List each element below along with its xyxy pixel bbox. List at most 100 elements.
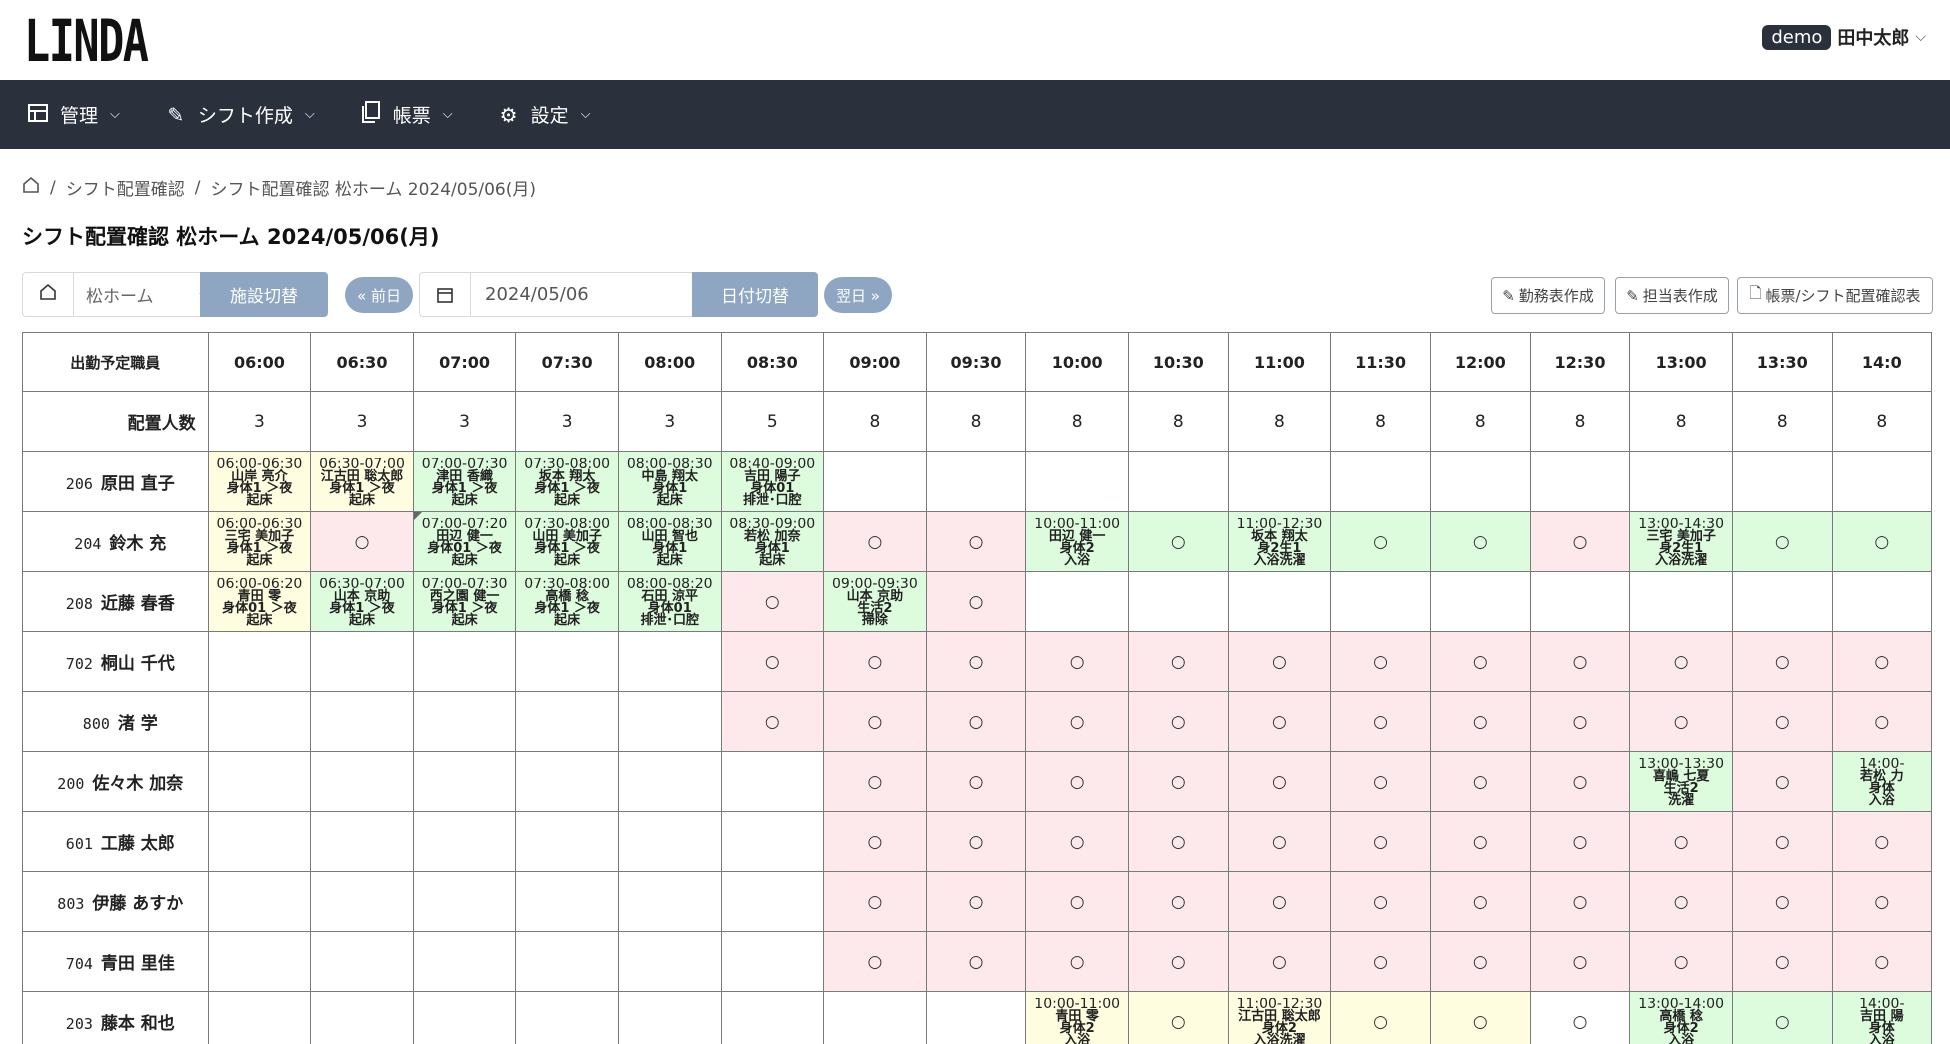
shift-assignment-cell[interactable]: 13:00-14:00 高橋 稔身体2 入浴: [1629, 991, 1733, 1044]
resident-name-cell[interactable]: 200 佐々木 加奈: [22, 751, 209, 812]
empty-slot-cell[interactable]: [617, 751, 722, 812]
open-slot-cell[interactable]: ○: [1529, 691, 1631, 752]
empty-slot-cell[interactable]: [1831, 571, 1932, 632]
open-slot-cell[interactable]: ○: [1429, 991, 1531, 1044]
empty-slot-cell[interactable]: [207, 991, 312, 1044]
empty-slot-cell[interactable]: [310, 931, 414, 992]
open-slot-cell[interactable]: ○: [1127, 931, 1229, 992]
resident-name-cell[interactable]: 601 工藤 太郎: [22, 811, 209, 872]
empty-slot-cell[interactable]: [207, 691, 312, 752]
open-slot-cell[interactable]: ○: [1831, 931, 1932, 992]
open-slot-cell[interactable]: ○: [1025, 691, 1129, 752]
empty-slot-cell[interactable]: [1025, 451, 1129, 512]
empty-slot-cell[interactable]: [515, 751, 619, 812]
shift-assignment-cell[interactable]: 06:00-06:30 山岸 亮介 身体1 ＞夜 起床: [207, 451, 312, 512]
empty-slot-cell[interactable]: [207, 931, 312, 992]
empty-slot-cell[interactable]: [1025, 571, 1129, 632]
open-slot-cell[interactable]: ○: [1731, 811, 1833, 872]
empty-slot-cell[interactable]: [1429, 571, 1531, 632]
resident-name-cell[interactable]: 803 伊藤 あすか: [22, 871, 209, 932]
empty-slot-cell[interactable]: [515, 931, 619, 992]
empty-slot-cell[interactable]: [207, 631, 312, 692]
open-slot-cell[interactable]: ○: [1429, 511, 1531, 572]
assign-table-button[interactable]: ✎ 担当表作成: [1615, 277, 1729, 314]
open-slot-cell[interactable]: ○: [1831, 871, 1932, 932]
empty-slot-cell[interactable]: [310, 991, 414, 1044]
shift-grid-container[interactable]: 出勤予定職員 06:00 06:30 07:00 07:30 08:00 08:30 09:0…: [22, 332, 1932, 1044]
empty-slot-cell[interactable]: [515, 691, 619, 752]
nav-settings[interactable]: ⚙ 設定 ⌵: [497, 101, 591, 128]
empty-slot-cell[interactable]: [1629, 571, 1733, 632]
shift-assignment-cell[interactable]: 06:30-07:00 江古田 聡太郎 身体1 ＞夜 起床: [310, 451, 414, 512]
empty-slot-cell[interactable]: [617, 931, 722, 992]
open-slot-cell[interactable]: ○: [925, 511, 1027, 572]
empty-slot-cell[interactable]: [1127, 451, 1229, 512]
shift-assignment-cell[interactable]: 08:40-09:00 吉田 陽子 身体01 排泄･口腔: [720, 451, 825, 512]
open-slot-cell[interactable]: ○: [823, 751, 927, 812]
empty-slot-cell[interactable]: [1529, 451, 1631, 512]
resident-name-cell[interactable]: 203 藤本 和也: [22, 991, 209, 1044]
resident-name-cell[interactable]: 704 青田 里佳: [22, 931, 209, 992]
empty-slot-cell[interactable]: [310, 871, 414, 932]
empty-slot-cell[interactable]: [1831, 451, 1932, 512]
shift-assignment-cell[interactable]: 07:30-08:00 高橋 稔身体1 ＞夜 起床: [515, 571, 619, 632]
open-slot-cell[interactable]: ○: [1127, 871, 1229, 932]
duty-table-button[interactable]: ✎ 勤務表作成: [1491, 277, 1605, 314]
open-slot-cell[interactable]: ○: [925, 871, 1027, 932]
open-slot-cell[interactable]: ○: [1127, 751, 1229, 812]
open-slot-cell[interactable]: ○: [1529, 991, 1631, 1044]
empty-slot-cell[interactable]: [925, 991, 1027, 1044]
open-slot-cell[interactable]: ○: [1025, 931, 1129, 992]
resident-name-cell[interactable]: 800 渚 学: [22, 691, 209, 752]
empty-slot-cell[interactable]: [823, 451, 927, 512]
shift-assignment-cell[interactable]: 08:00-08:30 山田 智也 身体1 起床: [617, 511, 722, 572]
open-slot-cell[interactable]: ○: [1127, 811, 1229, 872]
open-slot-cell[interactable]: ○: [1731, 991, 1833, 1044]
facility-switch-button[interactable]: 施設切替: [200, 272, 328, 317]
open-slot-cell[interactable]: ○: [1025, 871, 1129, 932]
open-slot-cell[interactable]: ○: [1330, 871, 1431, 932]
shift-assignment-cell[interactable]: 08:00-08:20 石田 涼平 身体01 排泄･口腔: [617, 571, 722, 632]
empty-slot-cell[interactable]: [720, 751, 825, 812]
open-slot-cell[interactable]: ○: [823, 511, 927, 572]
open-slot-cell[interactable]: ○: [1025, 751, 1129, 812]
shift-assignment-cell[interactable]: 13:00-13:30 喜嶋 七夏 生活2 洗濯: [1629, 751, 1733, 812]
open-slot-cell[interactable]: ○: [1429, 691, 1531, 752]
empty-slot-cell[interactable]: [310, 811, 414, 872]
empty-slot-cell[interactable]: [720, 931, 825, 992]
open-slot-cell[interactable]: ○: [823, 631, 927, 692]
open-slot-cell[interactable]: ○: [925, 811, 1027, 872]
open-slot-cell[interactable]: ○: [1227, 691, 1332, 752]
empty-slot-cell[interactable]: [515, 991, 619, 1044]
shift-assignment-cell[interactable]: 06:00-06:20 青田 零身体01 ＞夜 起床: [207, 571, 312, 632]
open-slot-cell[interactable]: ○: [1330, 751, 1431, 812]
nav-reports[interactable]: 帳票 ⌵: [359, 101, 453, 128]
resident-name-cell[interactable]: 208 近藤 春香: [22, 571, 209, 632]
open-slot-cell[interactable]: ○: [1025, 811, 1129, 872]
open-slot-cell[interactable]: ○: [1731, 751, 1833, 812]
open-slot-cell[interactable]: ○: [720, 691, 825, 752]
shift-assignment-cell[interactable]: 09:00-09:30 山本 京助 生活2 掃除: [823, 571, 927, 632]
calendar-icon[interactable]: [419, 272, 471, 317]
open-slot-cell[interactable]: ○: [1429, 871, 1531, 932]
open-slot-cell[interactable]: ○: [823, 691, 927, 752]
empty-slot-cell[interactable]: [207, 871, 312, 932]
resident-name-cell[interactable]: 702 桐山 千代: [22, 631, 209, 692]
empty-slot-cell[interactable]: [515, 811, 619, 872]
open-slot-cell[interactable]: ○: [1831, 631, 1932, 692]
open-slot-cell[interactable]: ○: [1731, 691, 1833, 752]
empty-slot-cell[interactable]: [1227, 451, 1332, 512]
open-slot-cell[interactable]: ○: [925, 571, 1027, 632]
empty-slot-cell[interactable]: [617, 691, 722, 752]
empty-slot-cell[interactable]: [412, 991, 517, 1044]
facility-home-button[interactable]: [22, 272, 74, 317]
open-slot-cell[interactable]: ○: [1629, 811, 1733, 872]
empty-slot-cell[interactable]: [1127, 571, 1229, 632]
empty-slot-cell[interactable]: [1429, 451, 1531, 512]
empty-slot-cell[interactable]: [412, 931, 517, 992]
resident-name-cell[interactable]: 204 鈴木 充: [22, 511, 209, 572]
empty-slot-cell[interactable]: [1629, 451, 1733, 512]
shift-assignment-cell[interactable]: 06:00-06:30 三宅 美加子 身体1 ＞夜 起床: [207, 511, 312, 572]
home-icon[interactable]: [22, 176, 40, 199]
empty-slot-cell[interactable]: [617, 811, 722, 872]
